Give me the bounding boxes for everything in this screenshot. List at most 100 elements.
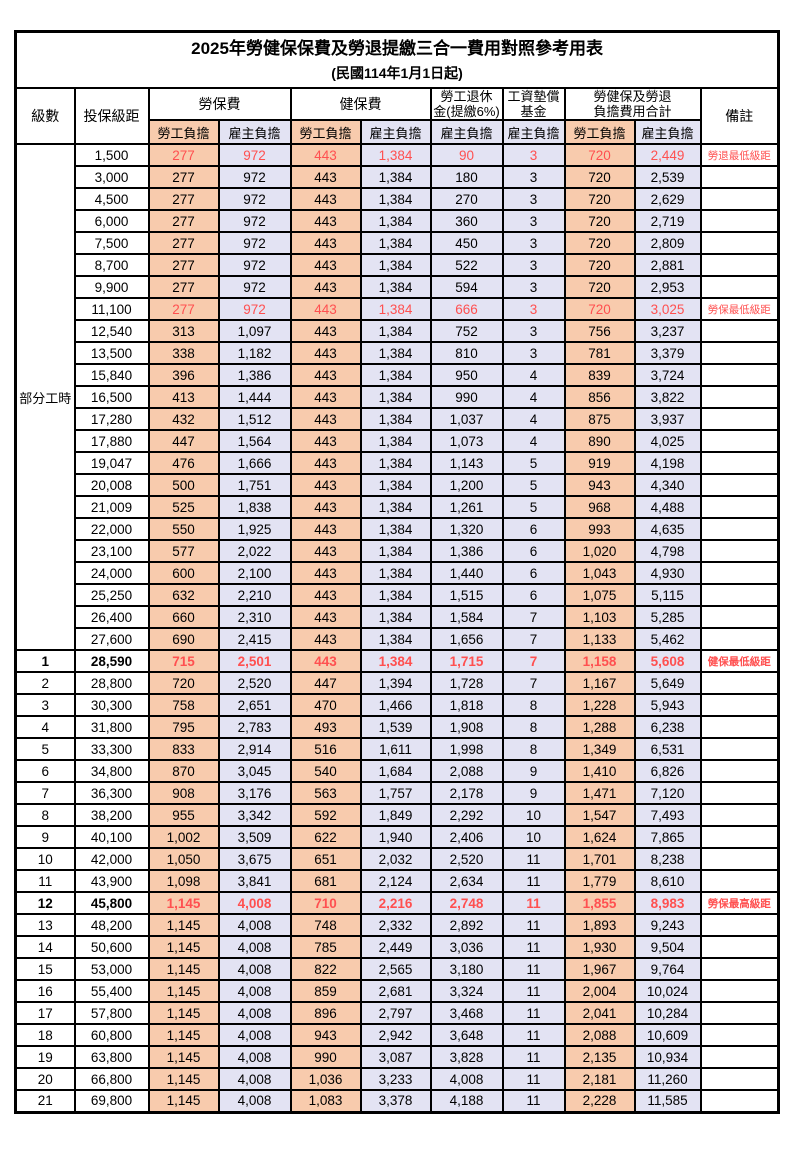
value-cell: 522 <box>429 253 504 277</box>
value-cell: 2,629 <box>633 187 702 211</box>
value-cell: 1,320 <box>429 517 504 541</box>
value-cell: 839 <box>563 363 636 387</box>
value-cell: 432 <box>147 407 220 431</box>
value-cell: 443 <box>289 583 362 607</box>
value-cell: 5,115 <box>633 583 702 607</box>
bracket-cell: 42,000 <box>73 847 150 871</box>
value-cell: 955 <box>147 803 220 827</box>
value-cell: 1,043 <box>563 561 636 585</box>
level-cell: 11 <box>14 869 76 893</box>
value-cell: 720 <box>563 297 636 321</box>
value-cell: 1,564 <box>217 429 292 453</box>
value-cell: 270 <box>429 187 504 211</box>
bracket-cell: 34,800 <box>73 759 150 783</box>
value-cell: 2,406 <box>429 825 504 849</box>
value-cell: 9,764 <box>633 957 702 981</box>
remark-cell <box>699 825 780 849</box>
value-cell: 2,565 <box>359 957 432 981</box>
bracket-cell: 7,500 <box>73 231 150 255</box>
value-cell: 443 <box>289 517 362 541</box>
bracket-cell: 63,800 <box>73 1045 150 1069</box>
subheader-wage-fund-employer: 雇主負擔 <box>501 119 566 145</box>
value-cell: 2,228 <box>563 1089 636 1113</box>
title-row: 2025年勞健保保費及勞退提繳三合一費用對照參考用表 (民國114年1月1日起) <box>14 30 780 89</box>
value-cell: 870 <box>147 759 220 783</box>
value-cell: 4,798 <box>633 539 702 563</box>
bracket-cell: 8,700 <box>73 253 150 277</box>
pension-line1: 勞工退休 <box>440 89 493 104</box>
value-cell: 8 <box>501 715 566 739</box>
remark-cell <box>699 473 780 497</box>
value-cell: 11 <box>501 1089 566 1113</box>
value-cell: 6 <box>501 539 566 563</box>
remark-cell <box>699 693 780 717</box>
value-cell: 3 <box>501 187 566 211</box>
value-cell: 11 <box>501 891 566 915</box>
value-cell: 1,384 <box>359 539 432 563</box>
value-cell: 720 <box>563 253 636 277</box>
value-cell: 443 <box>289 209 362 233</box>
table-row: 12 45,800 1,145 4,008 710 2,216 2,748 11 1,855 8,… <box>14 891 780 915</box>
value-cell: 2,449 <box>633 143 702 167</box>
table-row: 4 31,800 795 2,783 493 1,539 1,908 8 1,288 6,238 <box>14 715 780 739</box>
table-row: 20 66,800 1,145 4,008 1,036 3,233 4,008 11 2,181… <box>14 1067 780 1091</box>
value-cell: 666 <box>429 297 504 321</box>
value-cell: 1,547 <box>563 803 636 827</box>
value-cell: 3,025 <box>633 297 702 321</box>
level-cell: 10 <box>14 847 76 871</box>
table-row: 17,880 447 1,564 443 1,384 1,073 4 890 4,025 <box>16 429 780 453</box>
value-cell: 1,167 <box>563 671 636 695</box>
value-cell: 563 <box>289 781 362 805</box>
value-cell: 4,008 <box>217 979 292 1003</box>
value-cell: 4,008 <box>217 1023 292 1047</box>
table-row: 10 42,000 1,050 3,675 651 2,032 2,520 11 1,701 8,… <box>14 847 780 871</box>
value-cell: 2,539 <box>633 165 702 189</box>
bracket-cell: 28,800 <box>73 671 150 695</box>
value-cell: 10,284 <box>633 1001 702 1025</box>
table-row: 14 50,600 1,145 4,008 785 2,449 3,036 11 1,930 9,… <box>14 935 780 959</box>
bracket-cell: 27,600 <box>73 627 150 651</box>
value-cell: 972 <box>217 231 292 255</box>
col-header-health-insurance: 健保費 <box>289 87 432 121</box>
value-cell: 4,025 <box>633 429 702 453</box>
value-cell: 785 <box>289 935 362 959</box>
value-cell: 2,135 <box>563 1045 636 1069</box>
value-cell: 2,634 <box>429 869 504 893</box>
value-cell: 4 <box>501 407 566 431</box>
bracket-cell: 11,100 <box>73 297 150 321</box>
value-cell: 4 <box>501 385 566 409</box>
col-header-remark: 備註 <box>699 87 780 145</box>
value-cell: 2,681 <box>359 979 432 1003</box>
value-cell: 1,261 <box>429 495 504 519</box>
table-row: 13,500 338 1,182 443 1,384 810 3 781 3,379 <box>16 341 780 365</box>
table-row: 27,600 690 2,415 443 1,384 1,656 7 1,133 5,462 <box>16 627 780 651</box>
value-cell: 2,748 <box>429 891 504 915</box>
value-cell: 1,384 <box>359 473 432 497</box>
table-row: 12,540 313 1,097 443 1,384 752 3 756 3,237 <box>16 319 780 343</box>
remark-cell: 勞保最低級距 <box>699 297 780 321</box>
value-cell: 720 <box>563 187 636 211</box>
value-cell: 720 <box>563 165 636 189</box>
table-row: 21 69,800 1,145 4,008 1,083 3,378 4,188 11 2,228… <box>14 1089 780 1113</box>
table-row: 23,100 577 2,022 443 1,384 1,386 6 1,020 4,798 <box>16 539 780 563</box>
remark-cell <box>699 407 780 431</box>
value-cell: 1,940 <box>359 825 432 849</box>
value-cell: 5 <box>501 473 566 497</box>
level-cell: 18 <box>14 1023 76 1047</box>
value-cell: 1,384 <box>359 187 432 211</box>
value-cell: 4,635 <box>633 517 702 541</box>
level-cell: 6 <box>14 759 76 783</box>
value-cell: 1,075 <box>563 583 636 607</box>
bracket-cell: 19,047 <box>73 451 150 475</box>
remark-cell <box>699 165 780 189</box>
value-cell: 443 <box>289 187 362 211</box>
value-cell: 277 <box>147 187 220 211</box>
value-cell: 3,724 <box>633 363 702 387</box>
wage-fund-line2: 基金 <box>520 104 547 119</box>
table-row: 20,008 500 1,751 443 1,384 1,200 5 943 4,340 <box>16 473 780 497</box>
level-cell: 9 <box>14 825 76 849</box>
value-cell: 1,384 <box>359 253 432 277</box>
remark-cell <box>699 561 780 585</box>
value-cell: 2,953 <box>633 275 702 299</box>
value-cell: 715 <box>147 649 220 673</box>
